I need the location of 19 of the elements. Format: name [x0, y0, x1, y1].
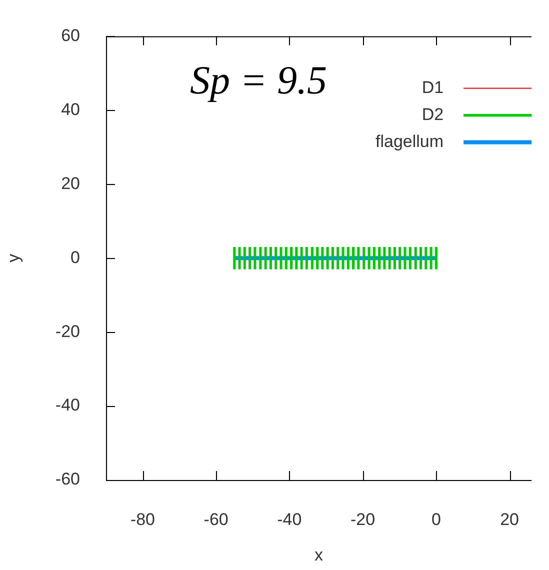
legend-label: D1 — [422, 78, 444, 97]
legend-label: flagellum — [376, 132, 444, 151]
legend-label: D2 — [422, 104, 444, 124]
y-tick-label: 20 — [61, 174, 80, 193]
y-tick-label: -60 — [55, 470, 80, 489]
x-axis-title: x — [314, 545, 324, 564]
x-tick-label: 20 — [500, 510, 520, 529]
x-tick-label: -60 — [204, 510, 228, 529]
y-tick-label: 40 — [61, 100, 80, 119]
annotation: Sp = 9.5 — [190, 58, 327, 103]
y-tick-label: 60 — [61, 26, 80, 45]
x-tick-label: -40 — [277, 510, 302, 529]
y-axis-title: y — [4, 253, 23, 262]
y-tick-label: -20 — [55, 322, 80, 341]
y-tick-label: -40 — [55, 396, 80, 415]
x-tick-label: 0 — [431, 510, 441, 529]
x-tick-label: -20 — [350, 510, 376, 529]
x-tick-label: -80 — [130, 510, 155, 529]
y-tick-label: 0 — [70, 248, 80, 267]
